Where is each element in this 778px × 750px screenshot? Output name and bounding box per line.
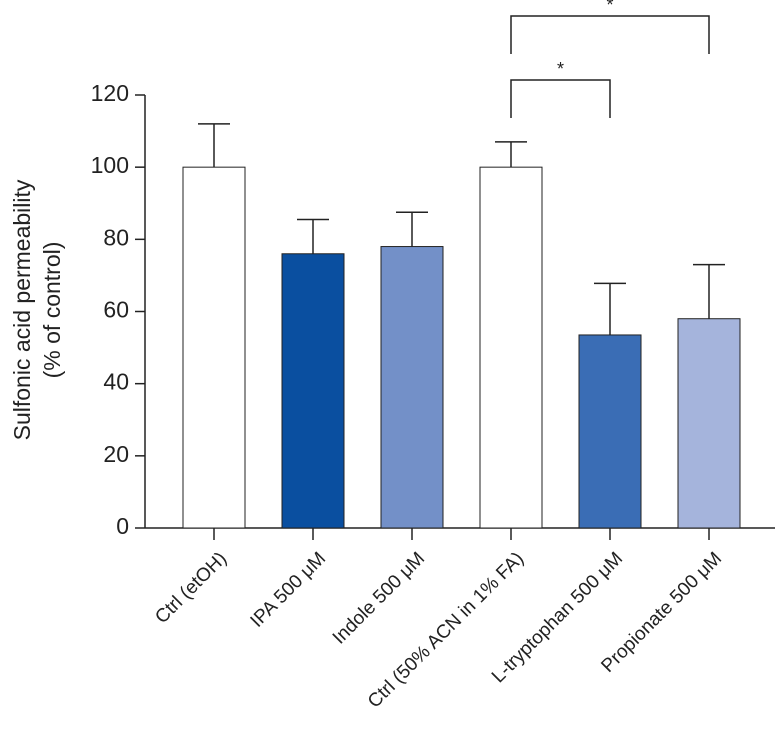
y-tick-label: 120: [91, 80, 129, 106]
y-label-line: Sulfonic acid permeability: [9, 179, 35, 440]
significance-bracket: [510, 79, 611, 118]
bar: [578, 334, 642, 529]
y-axis-label: Sulfonic acid permeability (% of control…: [9, 179, 65, 440]
significance-label: *: [606, 0, 613, 15]
y-tick-label: 100: [91, 152, 129, 178]
x-tick-label: Ctrl (etOH): [151, 548, 231, 628]
y-tick-label: 40: [103, 369, 129, 395]
y-tick-label: 0: [116, 513, 129, 539]
x-tick-label: IPA 500 μM: [246, 548, 330, 632]
bar: [677, 318, 741, 529]
bar: [380, 246, 444, 529]
significance-label: *: [557, 59, 564, 79]
y-label-line: (% of control): [39, 242, 65, 379]
significance-bracket: [510, 15, 710, 54]
x-tick-label: Indole 500 μM: [329, 548, 429, 648]
y-tick-label: 20: [103, 441, 129, 467]
bar: [182, 166, 246, 529]
bar: [281, 253, 345, 529]
y-tick-label: 80: [103, 224, 129, 250]
y-tick-label: 60: [103, 297, 129, 323]
bar: [479, 166, 543, 529]
